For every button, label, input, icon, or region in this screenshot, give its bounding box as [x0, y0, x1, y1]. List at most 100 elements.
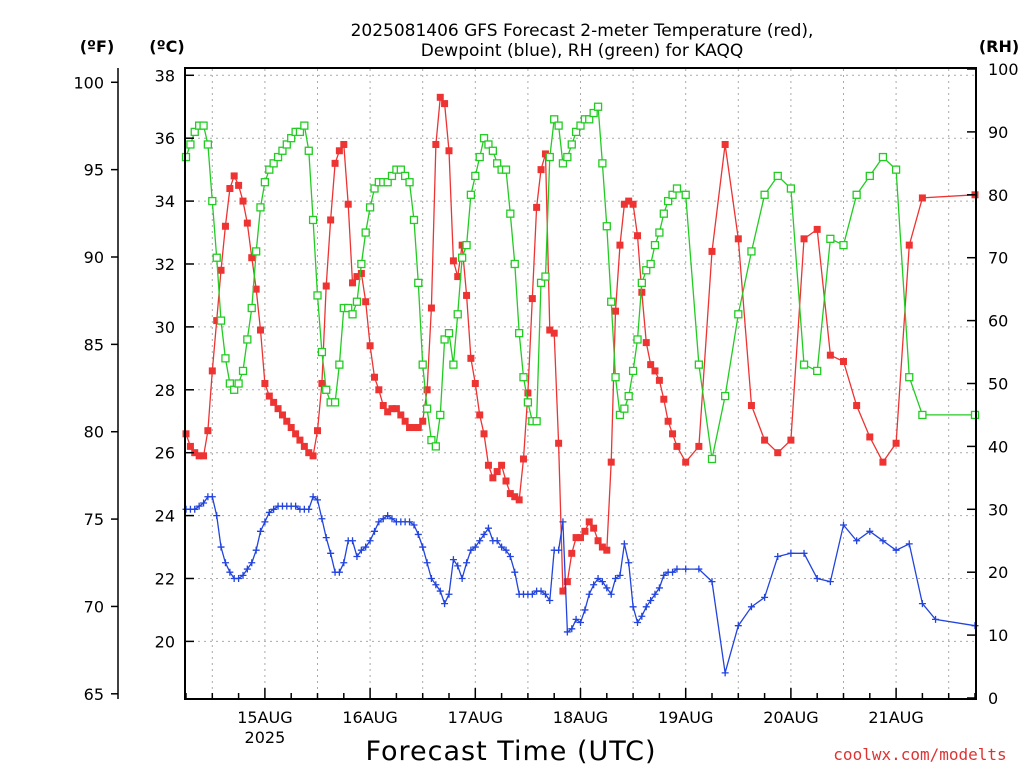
temperature-point [335, 147, 343, 155]
dewpoint-point [384, 512, 392, 520]
rh-point [252, 247, 261, 256]
rh-point [839, 240, 848, 250]
series-layer [181, 93, 980, 677]
dewpoint-point [502, 546, 510, 554]
rh-point [681, 190, 690, 199]
rh-point [571, 127, 581, 137]
temperature-point [256, 326, 264, 334]
rh-point [453, 310, 462, 319]
dewpoint-point [445, 590, 453, 598]
dewpoint-series [182, 493, 979, 677]
x-tick-label: 15AUG [237, 708, 292, 727]
rh-point [655, 228, 664, 237]
rh-point [475, 152, 484, 162]
rh-point [905, 373, 914, 382]
temperature-point [721, 140, 729, 148]
dewpoint-point [200, 499, 208, 507]
rh-point [269, 159, 278, 168]
dewpoint-point [327, 549, 335, 557]
rh-point [479, 134, 489, 143]
dewpoint-point [721, 669, 729, 677]
dewpoint-point [616, 571, 624, 579]
dewpoint-point [651, 590, 659, 598]
dewpoint-point [761, 593, 769, 601]
rh-point [444, 329, 454, 338]
dewpoint-point [252, 546, 260, 554]
rh-point [370, 184, 379, 193]
rh-point [199, 121, 208, 130]
x-tick-label: 20AUG [763, 708, 818, 727]
celsius-tick-label: 32 [155, 255, 175, 274]
x-tick-label: 18AUG [553, 708, 608, 727]
rh-point [247, 303, 256, 313]
temperature-point [787, 436, 795, 444]
dewpoint-point [191, 505, 199, 513]
dewpoint-point [585, 590, 593, 598]
temperature-point [511, 493, 519, 501]
dewpoint-point [590, 581, 598, 589]
rh-point [554, 121, 563, 130]
rh-point [457, 253, 467, 262]
rh-tick-label: 70 [988, 249, 1008, 268]
dewpoint-point [642, 603, 650, 611]
temperature-point [695, 442, 703, 450]
dewpoint-point [261, 518, 269, 526]
rh-point [344, 303, 353, 313]
dewpoint-point [932, 615, 940, 623]
dewpoint-point [813, 574, 821, 582]
temperature-point [866, 433, 874, 441]
rh-point [278, 146, 287, 155]
dewpoint-point [436, 587, 444, 595]
rh-point [734, 310, 743, 319]
temperature-point [546, 326, 554, 334]
temperature-point [559, 587, 567, 595]
temperature-point [353, 273, 361, 281]
rh-point [607, 297, 616, 306]
rh-tick-label: 30 [988, 500, 1008, 519]
temperature-point [221, 222, 229, 230]
x-axis-title: Forecast Time (UTC) [365, 736, 656, 767]
dewpoint-point [563, 628, 571, 636]
rh-point [190, 127, 199, 137]
rh-point [563, 152, 572, 162]
temperature-point [533, 203, 541, 211]
temperature-point [414, 424, 422, 432]
rh-series [181, 102, 980, 464]
dewpoint-point [335, 568, 343, 576]
dewpoint-point [476, 537, 484, 545]
dewpoint-point [463, 559, 471, 567]
dewpoint-point [221, 559, 229, 567]
rh-tick-label: 100 [988, 60, 1019, 79]
dewpoint-point [406, 518, 414, 526]
dewpoint-point [655, 584, 663, 592]
temperature-point [761, 436, 769, 444]
temperature-point [392, 405, 400, 413]
dewpoint-point [612, 574, 620, 582]
temperature-point [634, 232, 642, 240]
rh-point [536, 278, 546, 288]
fahrenheit-tick-label: 80 [84, 423, 104, 442]
dewpoint-point [774, 552, 782, 560]
dewpoint-point [467, 546, 475, 554]
dewpoint-point [265, 508, 273, 516]
fahrenheit-tick-label: 90 [84, 248, 104, 267]
dewpoint-point [314, 496, 321, 504]
rh-point [365, 203, 375, 212]
rh-point [628, 366, 638, 376]
temperature-point [642, 339, 650, 347]
dewpoint-point [826, 578, 834, 586]
rh-point [313, 291, 322, 300]
dewpoint-point [708, 578, 716, 586]
temperature-point [563, 578, 571, 586]
rh-point [646, 259, 655, 269]
temperature-point [581, 527, 589, 535]
dewpoint-point [410, 521, 418, 529]
temperature-point [226, 185, 234, 193]
rh-unit-label: (RH) [979, 37, 1019, 56]
temperature-point [200, 452, 208, 460]
fahrenheit-tick-label: 70 [84, 597, 104, 616]
dewpoint-point [607, 590, 615, 598]
temperature-point [555, 439, 563, 447]
temperature-point [427, 304, 435, 312]
rh-point [567, 140, 576, 149]
